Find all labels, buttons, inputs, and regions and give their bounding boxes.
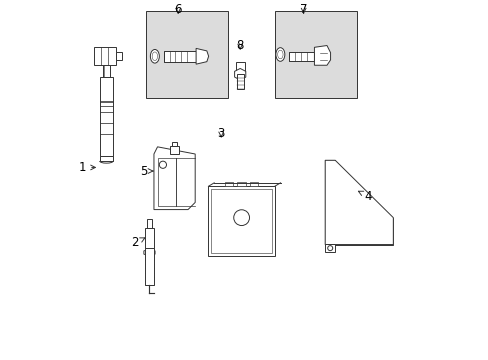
Polygon shape (325, 160, 392, 244)
Text: 4: 4 (358, 190, 371, 203)
Polygon shape (234, 68, 245, 80)
Text: 5: 5 (140, 165, 153, 177)
Bar (145, 12, 228, 98)
Bar (236, 74, 244, 89)
Bar (145, 228, 153, 250)
Bar (325, 244, 335, 252)
Text: 2: 2 (131, 236, 144, 249)
Polygon shape (143, 249, 155, 256)
Circle shape (326, 173, 333, 180)
Circle shape (327, 246, 332, 251)
Circle shape (341, 221, 359, 239)
Bar (170, 146, 179, 154)
Polygon shape (154, 147, 195, 210)
Bar (237, 182, 245, 186)
Bar (103, 64, 109, 77)
Bar (172, 142, 177, 146)
Bar (274, 12, 357, 98)
Bar (94, 47, 116, 64)
Bar (163, 51, 196, 62)
Bar (208, 186, 274, 256)
Bar (145, 248, 153, 285)
Text: 1: 1 (79, 161, 95, 174)
Text: 3: 3 (217, 127, 224, 140)
Bar (249, 182, 258, 186)
Bar (235, 62, 244, 72)
Bar (116, 51, 122, 60)
Ellipse shape (275, 48, 285, 61)
Bar (100, 77, 113, 156)
Ellipse shape (277, 50, 283, 59)
Text: 7: 7 (299, 3, 307, 16)
Bar (100, 156, 113, 161)
Circle shape (233, 210, 249, 226)
Polygon shape (314, 45, 330, 65)
Text: 8: 8 (236, 39, 244, 52)
Bar (224, 182, 233, 186)
Bar (211, 189, 271, 253)
Bar (146, 220, 152, 228)
Polygon shape (196, 48, 208, 64)
Circle shape (159, 161, 166, 168)
Polygon shape (157, 158, 176, 206)
Bar (325, 218, 392, 244)
Text: 6: 6 (174, 3, 182, 16)
Circle shape (380, 215, 387, 221)
Circle shape (345, 225, 355, 235)
Ellipse shape (150, 49, 159, 63)
Ellipse shape (152, 52, 157, 60)
Circle shape (380, 234, 387, 240)
Bar (325, 160, 335, 218)
Bar (289, 51, 314, 60)
